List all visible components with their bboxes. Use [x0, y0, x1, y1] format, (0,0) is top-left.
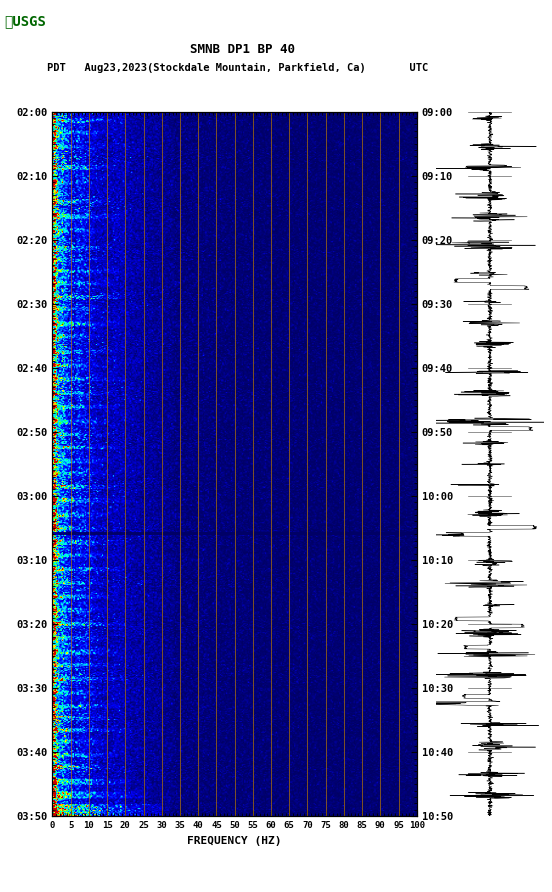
Text: PDT   Aug23,2023(Stockdale Mountain, Parkfield, Ca)       UTC: PDT Aug23,2023(Stockdale Mountain, Parkf… — [47, 62, 428, 73]
Text: SMNB DP1 BP 40: SMNB DP1 BP 40 — [190, 43, 295, 55]
X-axis label: FREQUENCY (HZ): FREQUENCY (HZ) — [187, 836, 282, 846]
Text: ⯈USGS: ⯈USGS — [4, 14, 46, 29]
